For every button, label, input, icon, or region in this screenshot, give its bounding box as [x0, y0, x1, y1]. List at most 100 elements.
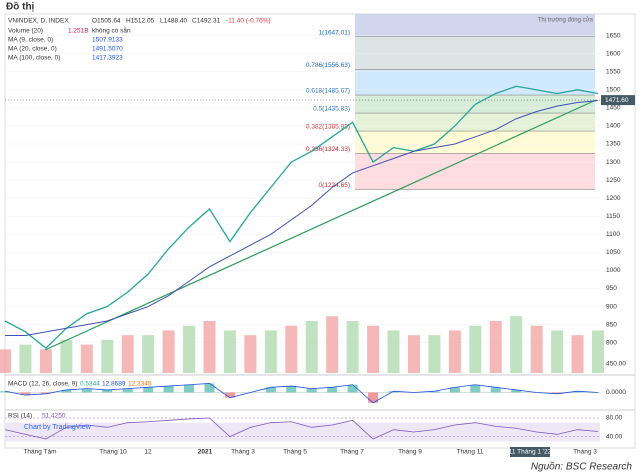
fib-band [355, 153, 595, 190]
indicator-value: 1507.9133 [92, 37, 123, 44]
x-tick-label: Tháng 11 [457, 449, 484, 456]
volume-bar [80, 344, 93, 373]
volume-bar [60, 339, 73, 373]
x-tick-label: Tháng 10 [99, 449, 127, 456]
header-text: VNINDEX, D, INDEX [8, 18, 69, 25]
macd-bar [490, 387, 501, 393]
volume-bar [19, 344, 32, 373]
trend-line [44, 99, 597, 351]
y-tick-label: 800 [606, 339, 617, 346]
macd-legend: 12.3345 [128, 381, 152, 388]
header-text: C1492.31 [192, 18, 221, 25]
header-text: O1505.64 [92, 18, 121, 25]
macd-bar [184, 384, 195, 393]
macd-bar [81, 388, 92, 393]
volume-bar [326, 316, 339, 373]
y-tick-label: 900 [606, 303, 617, 310]
macd-legend: MACD (12, 26, close, 9) [8, 381, 77, 388]
pane-border [4, 13, 636, 449]
indicator-value: 1491.5070 [92, 46, 123, 53]
rsi-title: RSI (14) [8, 413, 32, 420]
series-line [5, 100, 599, 336]
indicator-name: MA (9, close, 0) [8, 37, 53, 44]
volume-bar [489, 320, 502, 373]
y-tick-label: 1400 [606, 123, 621, 130]
y-tick-label: 1200 [606, 195, 621, 202]
volume-bar [121, 335, 134, 373]
volume-bar [183, 325, 196, 373]
x-tick-label: 12 [144, 449, 152, 456]
macd-bar [552, 392, 563, 394]
macd-bar [143, 387, 154, 393]
macd-bar [327, 387, 338, 393]
macd-bar [122, 388, 133, 393]
fib-label: 0.382(1385.99) [306, 124, 350, 131]
volume-bar [551, 330, 564, 373]
rsi-tick: 40.00 [606, 433, 623, 440]
x-tick-label: 2021 [198, 449, 213, 456]
closed-note: Thị trường đóng cửa [538, 17, 594, 24]
rsi-line [4, 417, 599, 440]
y-tick-label: 1100 [606, 231, 620, 238]
x-tick-label: Tháng 5 [283, 449, 307, 456]
indicator-name: MA (20, close, 0) [8, 46, 57, 53]
x-tick-label: Tháng 9 [398, 449, 422, 456]
watermark: Chart by TradingView [24, 424, 92, 431]
last-price-label: 1471.60 [605, 97, 629, 104]
macd-line [4, 383, 599, 404]
macd-bar [388, 391, 399, 393]
y-tick-label: 850 [606, 321, 617, 328]
page-title: Đồ thị [6, 1, 35, 13]
macd-bar [224, 392, 235, 398]
volume-bar [0, 349, 11, 373]
last-price-box [601, 95, 635, 106]
macd-bar [347, 384, 358, 393]
fib-band [355, 36, 595, 70]
fib-band [355, 69, 595, 96]
fib-label: 0.786(1556.63) [306, 62, 350, 69]
fib-label: 1(1647.01) [319, 29, 350, 36]
y-tick-label: 1450 [606, 105, 621, 112]
volume-bar [142, 335, 155, 373]
volume-bar [407, 335, 420, 373]
volume-bar [203, 320, 216, 373]
volume-bar [387, 330, 400, 373]
macd-bar [449, 387, 460, 393]
indicator-name: Volume (20) [8, 28, 43, 35]
y-tick-label: 1000 [606, 267, 621, 274]
volume-bar [39, 349, 52, 373]
macd-legend: 12.8689 [102, 381, 126, 388]
x-highlight [510, 447, 550, 457]
closed-band [355, 14, 595, 37]
volume-bar [101, 339, 114, 373]
volume-bar [571, 335, 584, 373]
header-text: H1512.05 [126, 18, 155, 25]
y-tick-label: 1650 [606, 32, 621, 39]
macd-bar [470, 384, 481, 393]
macd-bar [0, 391, 10, 393]
macd-top-label: 450.00 [606, 361, 626, 368]
volume-bar [367, 325, 380, 373]
x-tick-label: Tháng 7 [340, 449, 364, 456]
macd-legend: 0.5344 [80, 381, 100, 388]
volume-bar [592, 330, 604, 373]
indicator-value: 1.251B [68, 28, 89, 35]
y-tick-label: 950 [606, 285, 617, 292]
macd-bar [40, 392, 51, 394]
macd-bar [265, 387, 276, 393]
volume-bar [305, 320, 318, 373]
series-line [4, 85, 599, 349]
macd-bar [163, 386, 174, 393]
chart: Thị trường đóng cửa 1(1647.01) 0.786(1556.… [0, 13, 636, 457]
volume-bar [530, 325, 543, 373]
macd-bar [368, 392, 379, 403]
macd-bar [572, 391, 583, 393]
source: Nguồn: BSC Research [531, 461, 633, 473]
volume-bar [285, 325, 298, 373]
fib-band [355, 113, 595, 132]
volume-bar [244, 335, 257, 373]
macd-bar [204, 383, 215, 393]
y-tick-label: 1550 [606, 69, 621, 76]
macd-tick: 0.0000 [606, 389, 626, 396]
rsi-tick: 80.00 [606, 415, 623, 422]
